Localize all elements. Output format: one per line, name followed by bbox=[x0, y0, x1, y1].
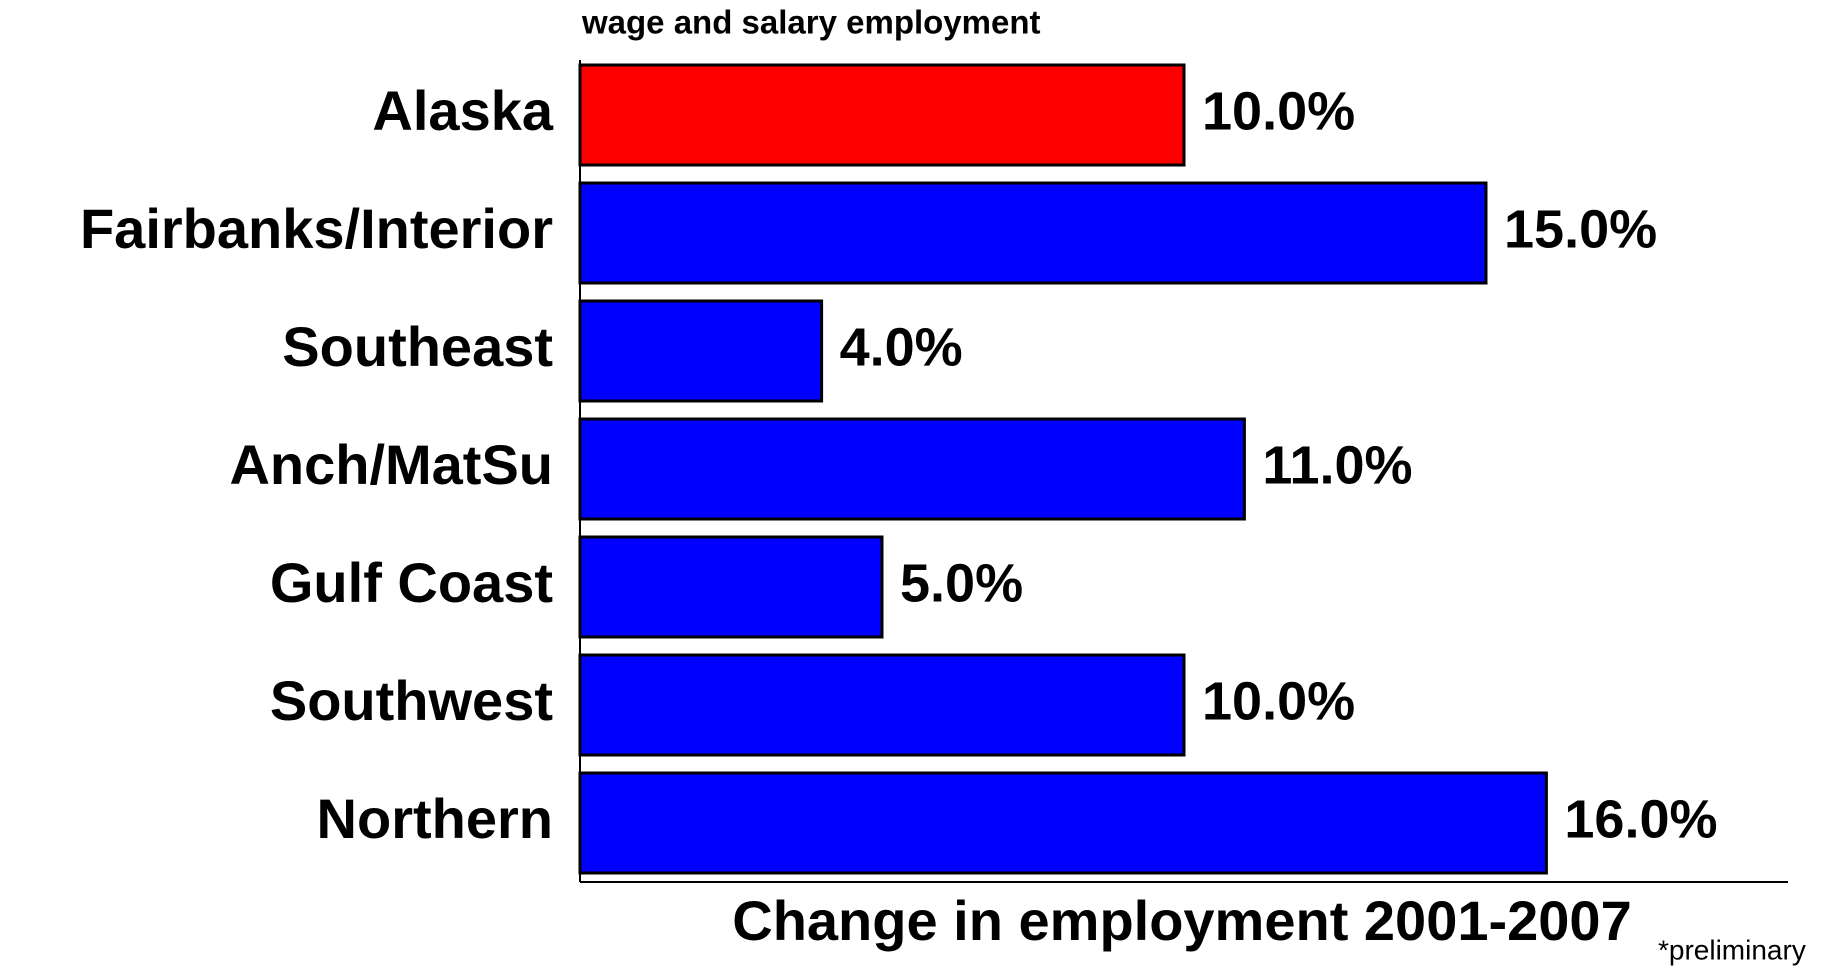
bar bbox=[578, 771, 1548, 875]
category-label: Anch/MatSu bbox=[229, 433, 553, 496]
bar bbox=[578, 299, 824, 403]
category-label: Fairbanks/Interior bbox=[80, 197, 553, 260]
category-label: Gulf Coast bbox=[270, 551, 553, 614]
bar bbox=[578, 535, 884, 639]
bar bbox=[578, 63, 1186, 167]
category-label: Southeast bbox=[282, 315, 553, 378]
x-axis-label: Change in employment 2001-2007 bbox=[732, 889, 1631, 952]
value-label: 11.0% bbox=[1262, 435, 1412, 495]
category-label: Southwest bbox=[270, 669, 553, 732]
chart-subtitle: wage and salary employment bbox=[581, 4, 1041, 41]
value-label: 15.0% bbox=[1504, 199, 1657, 259]
annotation: *preliminary bbox=[1658, 934, 1806, 965]
value-label: 4.0% bbox=[840, 317, 963, 377]
value-label: 10.0% bbox=[1202, 81, 1355, 141]
value-label: 5.0% bbox=[900, 553, 1023, 613]
bar bbox=[578, 181, 1488, 285]
value-label: 16.0% bbox=[1564, 789, 1717, 849]
bar bbox=[578, 417, 1246, 521]
category-label: Alaska bbox=[372, 79, 553, 142]
bar bbox=[578, 653, 1186, 757]
value-label: 10.0% bbox=[1202, 671, 1355, 731]
category-label: Northern bbox=[317, 787, 553, 850]
